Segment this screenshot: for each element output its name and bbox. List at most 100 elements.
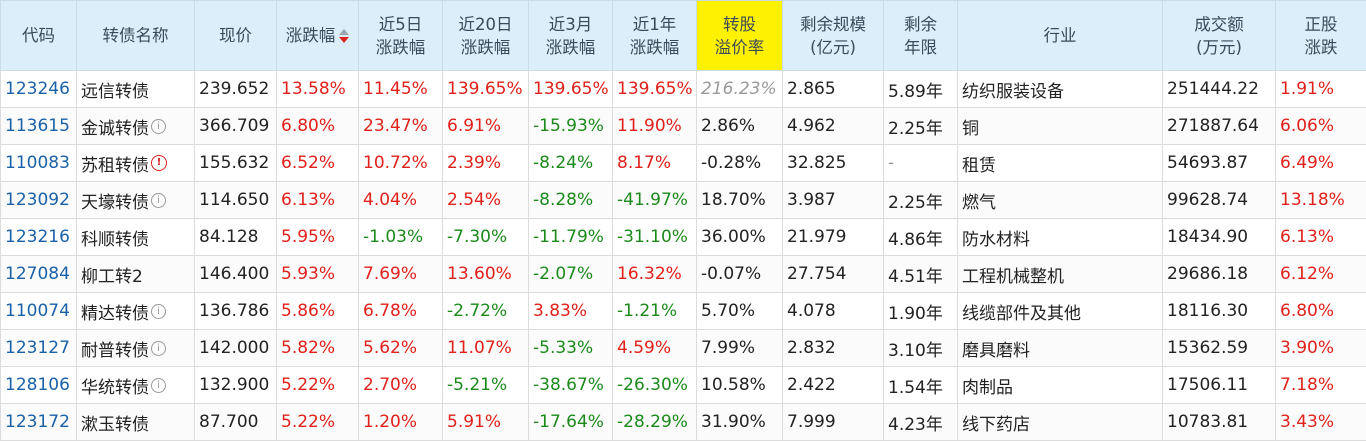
cell-volume: 251444.22 [1163, 71, 1276, 108]
cell-industry: 肉制品 [958, 367, 1163, 404]
cell-chg20d: -5.21% [443, 367, 529, 404]
cell-stock-chg: 3.90% [1276, 330, 1366, 367]
cell-volume: 99628.74 [1163, 182, 1276, 219]
cell-scale: 2.422 [783, 367, 884, 404]
cell-chg20d: 6.91% [443, 108, 529, 145]
cell-premium: -0.28% [697, 145, 783, 182]
cell-code[interactable]: 123092 [1, 182, 77, 219]
cell-chg5d: 4.04% [359, 182, 443, 219]
col-header-chg1y[interactable]: 近1年涨跌幅 [613, 1, 697, 71]
cell-chg1y: -41.97% [613, 182, 697, 219]
cell-chg20d: 11.07% [443, 330, 529, 367]
header-row: 代码 转债名称 现价 涨跌幅 近5日涨跌幅 近20日涨跌幅 近3月涨跌幅 近1年… [1, 1, 1366, 71]
cell-premium: 2.86% [697, 108, 783, 145]
cell-code[interactable]: 110083 [1, 145, 77, 182]
cell-premium: -0.07% [697, 256, 783, 293]
cell-years: 4.23年 [884, 404, 958, 441]
col-header-premium[interactable]: 转股溢价率 [697, 1, 783, 71]
cell-chg20d: 5.91% [443, 404, 529, 441]
cell-premium: 5.70% [697, 293, 783, 330]
cell-chg3m: -11.79% [529, 219, 613, 256]
col-header-change[interactable]: 涨跌幅 [277, 1, 359, 71]
cell-premium: 10.58% [697, 367, 783, 404]
cell-price: 146.400 [195, 256, 277, 293]
cell-code[interactable]: 123246 [1, 71, 77, 108]
col-header-volume[interactable]: 成交额(万元) [1163, 1, 1276, 71]
col-header-name[interactable]: 转债名称 [77, 1, 195, 71]
cell-industry: 铜 [958, 108, 1163, 145]
cell-chg1y: -26.30% [613, 367, 697, 404]
cell-chg5d: 7.69% [359, 256, 443, 293]
info-icon[interactable]: i [151, 193, 166, 208]
cell-industry: 燃气 [958, 182, 1163, 219]
info-icon[interactable]: i [151, 119, 166, 134]
cell-years: 5.89年 [884, 71, 958, 108]
col-header-scale[interactable]: 剩余规模(亿元) [783, 1, 884, 71]
col-header-industry[interactable]: 行业 [958, 1, 1163, 71]
sort-desc-icon[interactable] [339, 29, 349, 43]
cell-name[interactable]: 漱玉转债 [77, 404, 195, 441]
cell-industry: 线缆部件及其他 [958, 293, 1163, 330]
cell-years: 4.51年 [884, 256, 958, 293]
cell-name[interactable]: 远信转债 [77, 71, 195, 108]
cell-code[interactable]: 123172 [1, 404, 77, 441]
info-icon[interactable]: i [151, 378, 166, 393]
info-icon[interactable]: i [151, 304, 166, 319]
cell-price: 155.632 [195, 145, 277, 182]
cell-name[interactable]: 柳工转2 [77, 256, 195, 293]
cell-scale: 27.754 [783, 256, 884, 293]
cell-change: 5.22% [277, 404, 359, 441]
col-header-chg3m[interactable]: 近3月涨跌幅 [529, 1, 613, 71]
col-header-years[interactable]: 剩余年限 [884, 1, 958, 71]
cell-change: 6.80% [277, 108, 359, 145]
cell-price: 239.652 [195, 71, 277, 108]
cell-years: 1.90年 [884, 293, 958, 330]
col-header-chg5d[interactable]: 近5日涨跌幅 [359, 1, 443, 71]
cell-chg5d: 23.47% [359, 108, 443, 145]
col-header-stock-chg[interactable]: 正股涨跌 [1276, 1, 1366, 71]
cell-code[interactable]: 110074 [1, 293, 77, 330]
cell-code[interactable]: 128106 [1, 367, 77, 404]
cell-code[interactable]: 113615 [1, 108, 77, 145]
cell-code[interactable]: 123216 [1, 219, 77, 256]
cell-chg3m: -5.33% [529, 330, 613, 367]
cell-change: 5.82% [277, 330, 359, 367]
cell-years: 1.54年 [884, 367, 958, 404]
cell-code[interactable]: 123127 [1, 330, 77, 367]
cell-name[interactable]: 科顺转债 [77, 219, 195, 256]
col-header-code[interactable]: 代码 [1, 1, 77, 71]
info-icon[interactable]: i [151, 341, 166, 356]
cell-years: 2.25年 [884, 182, 958, 219]
cell-industry: 防水材料 [958, 219, 1163, 256]
cell-scale: 2.865 [783, 71, 884, 108]
col-header-price[interactable]: 现价 [195, 1, 277, 71]
cell-change: 5.95% [277, 219, 359, 256]
cell-volume: 18434.90 [1163, 219, 1276, 256]
cell-chg1y: 16.32% [613, 256, 697, 293]
cell-change: 5.93% [277, 256, 359, 293]
cell-volume: 271887.64 [1163, 108, 1276, 145]
cell-code[interactable]: 127084 [1, 256, 77, 293]
cell-chg5d: 11.45% [359, 71, 443, 108]
col-header-chg20d[interactable]: 近20日涨跌幅 [443, 1, 529, 71]
warning-icon[interactable]: ! [151, 155, 167, 171]
cell-chg5d: 5.62% [359, 330, 443, 367]
cell-change: 5.22% [277, 367, 359, 404]
cell-price: 114.650 [195, 182, 277, 219]
cell-name[interactable]: 苏租转债! [77, 145, 195, 182]
